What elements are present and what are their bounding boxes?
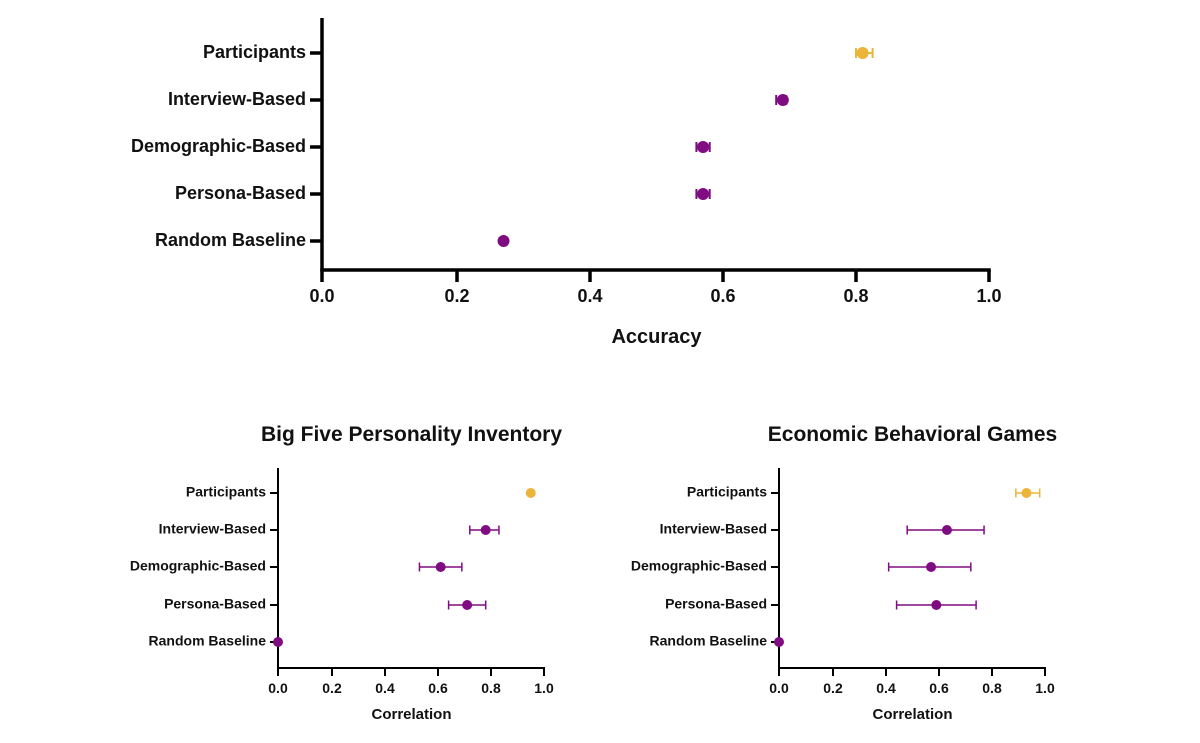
data-point	[525, 488, 536, 498]
x-tick-label: 0.6	[710, 286, 735, 306]
x-tick-label: 0.2	[322, 680, 342, 696]
data-point	[462, 600, 473, 610]
x-tick-label: 0.2	[444, 286, 469, 306]
data-point	[856, 47, 869, 59]
x-tick-label: 0.8	[982, 680, 1002, 696]
category-label: Interview-Based	[159, 521, 266, 537]
x-tick-label: 1.0	[534, 680, 554, 696]
category-label: Demographic-Based	[131, 136, 306, 156]
x-axis-label: Correlation	[371, 706, 451, 723]
category-label: Persona-Based	[164, 596, 266, 612]
data-point	[774, 637, 784, 647]
category-label: Participants	[186, 484, 266, 500]
x-tick-label: 0.0	[268, 680, 288, 696]
category-label: Participants	[687, 484, 767, 500]
data-point	[926, 562, 937, 572]
x-tick-label: 0.0	[309, 286, 334, 306]
x-tick-label: 0.8	[843, 286, 868, 306]
data-point	[435, 562, 446, 572]
category-label: Random Baseline	[650, 633, 768, 649]
category-label: Persona-Based	[665, 596, 767, 612]
x-tick-label: 1.0	[976, 286, 1001, 306]
category-label: Participants	[203, 42, 306, 62]
category-label: Demographic-Based	[631, 558, 767, 574]
x-tick-label: 0.4	[577, 286, 602, 306]
accuracy-chart: 0.0 0.2 0.4 0.6 0.8 1.0 Accuracy Participants In…	[131, 18, 1002, 348]
data-point	[697, 141, 710, 153]
chart-title: Big Five Personality Inventory	[261, 423, 562, 446]
data-point	[697, 188, 710, 200]
category-label: Random Baseline	[155, 230, 306, 250]
x-tick-label: 0.4	[375, 680, 395, 696]
category-label: Interview-Based	[168, 89, 306, 109]
data-point	[941, 525, 952, 535]
category-label: Interview-Based	[660, 521, 767, 537]
category-label: Persona-Based	[175, 183, 306, 203]
data-point	[931, 600, 942, 610]
category-label: Demographic-Based	[130, 558, 266, 574]
data-point	[1021, 488, 1032, 498]
x-tick-label: 0.2	[823, 680, 843, 696]
x-tick-label: 0.8	[481, 680, 501, 696]
x-axis-label: Correlation	[872, 706, 952, 723]
data-point	[273, 637, 283, 647]
x-axis-label: Accuracy	[611, 326, 702, 348]
x-tick-label: 0.6	[428, 680, 448, 696]
category-label: Random Baseline	[149, 633, 267, 649]
chart-title: Economic Behavioral Games	[768, 423, 1057, 446]
data-point	[480, 525, 491, 535]
economic-games-chart: Economic Behavioral Games 0.0 0.2 0.4 0.6 0.8…	[631, 423, 1057, 723]
data-point	[497, 235, 510, 247]
data-point	[776, 94, 789, 106]
x-tick-label: 0.0	[769, 680, 789, 696]
x-tick-label: 0.4	[876, 680, 896, 696]
big-five-chart: Big Five Personality Inventory 0.0 0.2 0.4 0…	[130, 423, 563, 723]
x-tick-label: 1.0	[1035, 680, 1055, 696]
x-tick-label: 0.6	[929, 680, 949, 696]
